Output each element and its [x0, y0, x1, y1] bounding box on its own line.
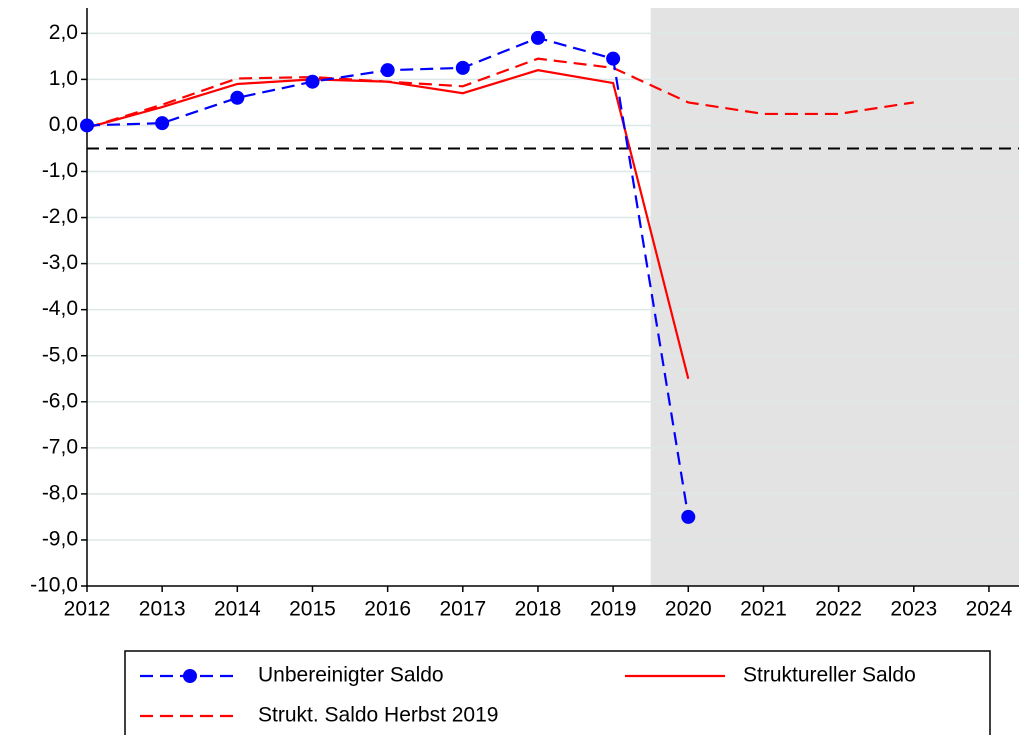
y-tick-label: -9,0: [42, 527, 78, 550]
x-tick-label: 2012: [64, 598, 111, 621]
data-point: [80, 118, 94, 133]
y-tick-label: -1,0: [42, 159, 78, 182]
x-tick-label: 2018: [515, 598, 562, 621]
y-tick-label: -6,0: [42, 389, 78, 412]
data-point: [530, 30, 545, 45]
y-tick-label: 2,0: [49, 21, 78, 44]
series-line: [86, 69, 690, 380]
y-tick-label: -4,0: [42, 297, 78, 320]
legend-label: Struktureller Saldo: [743, 664, 916, 687]
y-tick-label: -10,0: [30, 574, 78, 597]
y-tick-label: -5,0: [42, 343, 78, 366]
forecast-shade: [650, 8, 1019, 586]
series-line: [86, 36, 690, 518]
data-point: [455, 60, 470, 75]
legend-box: [124, 650, 991, 740]
data-point: [681, 509, 696, 524]
legend-marker: [183, 669, 197, 683]
y-tick-label: -8,0: [42, 481, 78, 504]
series-line: [86, 57, 914, 129]
y-tick-label: 1,0: [49, 67, 78, 90]
x-tick-label: 2022: [815, 598, 862, 621]
data-point: [155, 116, 170, 131]
x-tick-label: 2015: [289, 598, 336, 621]
data-point: [380, 63, 395, 78]
y-tick-label: -2,0: [42, 205, 78, 228]
x-tick-label: 2021: [740, 598, 787, 621]
x-tick-label: 2016: [364, 598, 411, 621]
x-tick-label: 2023: [890, 598, 937, 621]
y-tick-label: 0,0: [49, 113, 78, 136]
data-point: [606, 51, 621, 66]
data-point: [305, 74, 320, 89]
x-tick-label: 2014: [214, 598, 261, 621]
x-tick-label: 2024: [966, 598, 1013, 621]
x-tick-label: 2013: [139, 598, 186, 621]
x-tick-label: 2019: [590, 598, 637, 621]
y-tick-label: -3,0: [42, 251, 78, 274]
x-tick-label: 2017: [439, 598, 486, 621]
y-tick-label: -7,0: [42, 435, 78, 458]
legend-label: Unbereinigter Saldo: [258, 664, 444, 687]
legend-label: Strukt. Saldo Herbst 2019: [258, 704, 498, 727]
data-point: [230, 90, 245, 105]
x-tick-label: 2020: [665, 598, 712, 621]
